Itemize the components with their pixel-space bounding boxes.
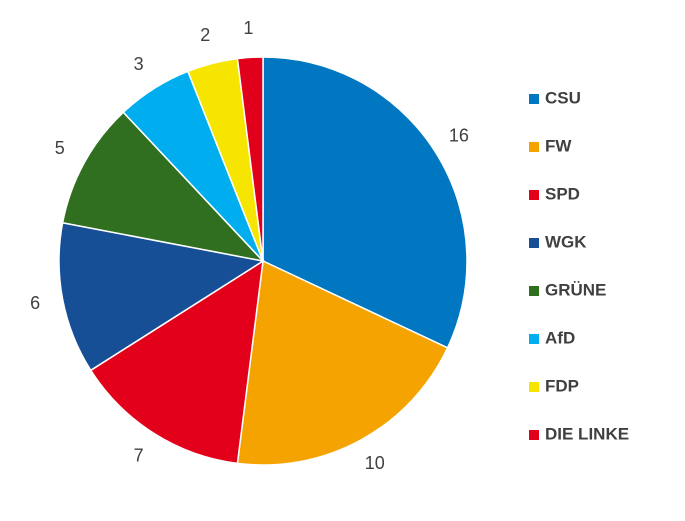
legend-swatch <box>529 430 539 440</box>
legend-swatch <box>529 190 539 200</box>
pie-slice <box>61 111 266 263</box>
data-label: 6 <box>30 293 40 313</box>
pie-slice <box>58 221 266 372</box>
legend-label: GRÜNE <box>545 280 606 299</box>
pie-slice <box>89 259 264 465</box>
data-label: 7 <box>134 446 144 466</box>
legend-label: CSU <box>545 88 581 107</box>
legend-label: SPD <box>545 184 580 203</box>
data-label: 3 <box>134 54 144 74</box>
legend-swatch <box>529 334 539 344</box>
data-label: 5 <box>55 138 65 158</box>
legend-label: DIE LINKE <box>545 424 629 443</box>
pie-slice <box>236 56 264 262</box>
legend-label: FW <box>545 136 572 155</box>
legend-swatch <box>529 286 539 296</box>
legend-swatch <box>529 142 539 152</box>
data-label: 10 <box>365 453 385 473</box>
pie-slice <box>236 259 449 466</box>
legend-swatch <box>529 382 539 392</box>
pie-slice <box>262 56 468 349</box>
data-label: 16 <box>449 125 469 145</box>
legend-label: FDP <box>545 376 579 395</box>
legend-label: WGK <box>545 232 587 251</box>
legend-label: AfD <box>545 328 575 347</box>
data-label: 2 <box>200 25 210 45</box>
legend-swatch <box>529 94 539 104</box>
legend-swatch <box>529 238 539 248</box>
data-label: 1 <box>243 18 253 38</box>
